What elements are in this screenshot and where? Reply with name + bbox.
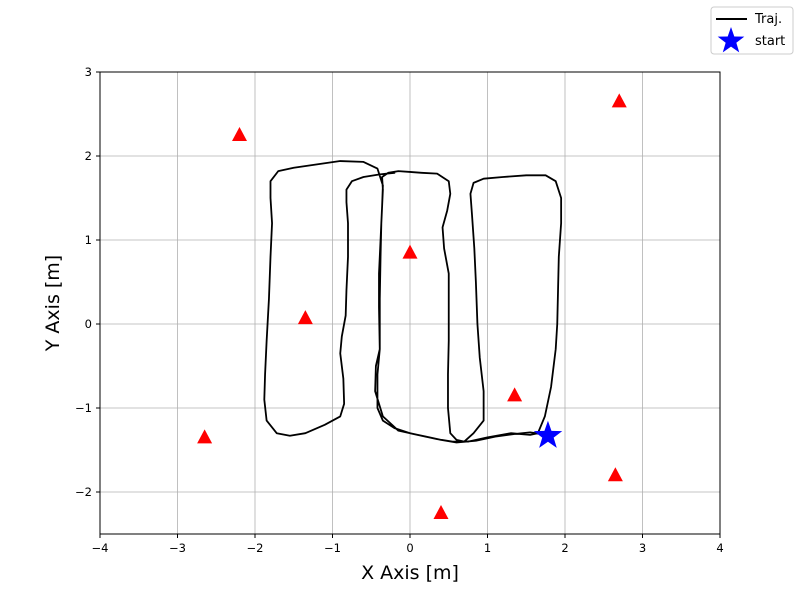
landmark-triangle-marker bbox=[232, 127, 247, 141]
x-tick-label: 3 bbox=[639, 541, 646, 555]
landmark-triangle-marker bbox=[507, 387, 523, 402]
landmark-triangle-marker bbox=[607, 467, 623, 482]
x-tick-label: −1 bbox=[324, 541, 341, 555]
trajectory-line bbox=[263, 160, 563, 444]
y-tick-label: 1 bbox=[85, 233, 92, 247]
x-tick-label: 2 bbox=[561, 541, 568, 555]
x-tick-label: −4 bbox=[92, 541, 109, 555]
landmark-triangle-marker bbox=[433, 505, 449, 519]
y-tick-label: 3 bbox=[85, 65, 92, 79]
x-axis-label: X Axis [m] bbox=[361, 562, 459, 584]
axis-ticks: −4 −3 −2 −1 0 1 2 3 4 −2 −1 0 1 2 3 bbox=[75, 65, 724, 555]
plot-area bbox=[197, 93, 627, 519]
landmark-triangle-marker bbox=[197, 429, 213, 444]
x-tick-label: 4 bbox=[716, 541, 723, 555]
legend-label-traj: Traj. bbox=[754, 12, 782, 27]
landmark-triangle-marker bbox=[402, 244, 418, 259]
x-tick-label: −3 bbox=[169, 541, 186, 555]
legend: Traj. start bbox=[710, 6, 794, 55]
legend-label-start: start bbox=[755, 34, 785, 49]
y-axis-label: Y Axis [m] bbox=[42, 255, 64, 352]
x-tick-label: 0 bbox=[406, 541, 413, 555]
landmark-triangle-marker bbox=[611, 93, 627, 108]
legend-star-icon bbox=[717, 27, 745, 53]
grid bbox=[99, 71, 721, 534]
x-tick-label: 1 bbox=[484, 541, 491, 555]
y-tick-label: −1 bbox=[75, 401, 92, 415]
y-tick-label: 2 bbox=[85, 149, 92, 163]
y-tick-label: 0 bbox=[85, 317, 92, 331]
y-tick-label: −2 bbox=[75, 485, 92, 499]
start-star-marker bbox=[533, 420, 563, 448]
x-tick-label: −2 bbox=[247, 541, 264, 555]
landmark-triangle-marker bbox=[297, 310, 313, 325]
